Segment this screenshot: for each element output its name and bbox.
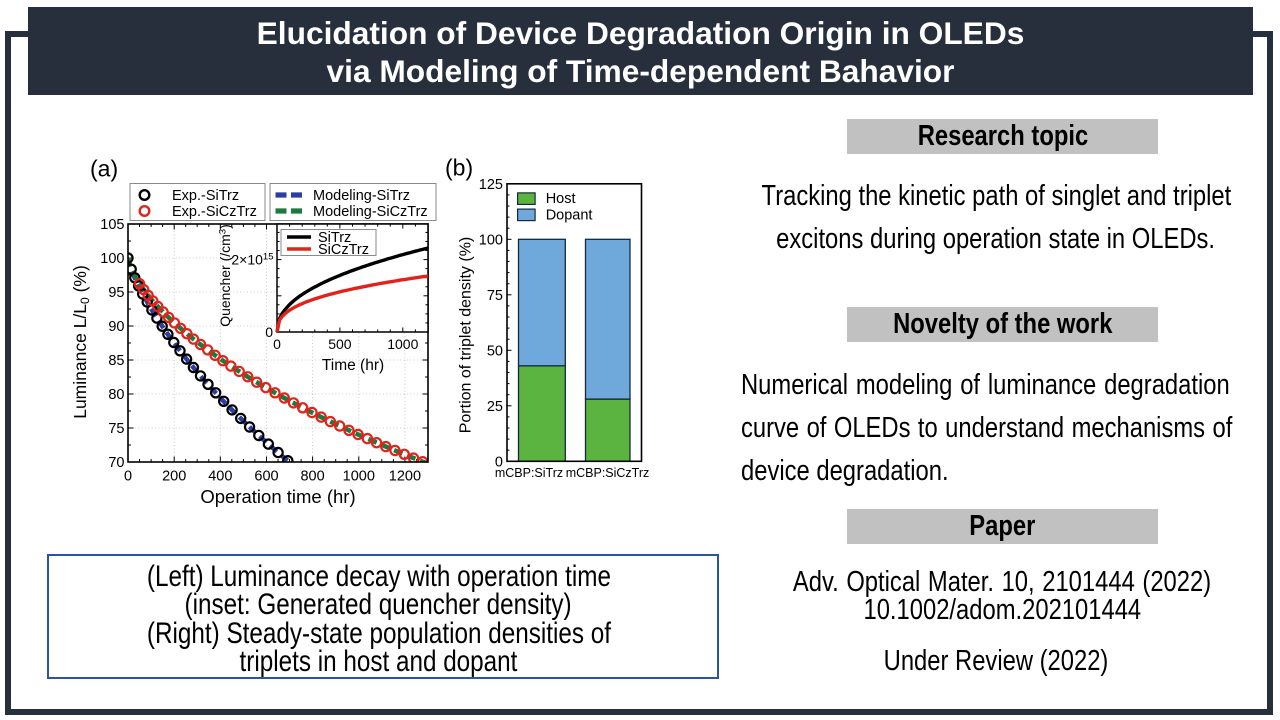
- svg-text:Modeling-SiCzTrz: Modeling-SiCzTrz: [313, 204, 428, 220]
- svg-text:SiTrz: SiTrz: [318, 230, 351, 246]
- svg-text:mCBP:SiTrz: mCBP:SiTrz: [495, 466, 563, 480]
- svg-text:2×1015: 2×1015: [231, 252, 273, 268]
- svg-text:105: 105: [100, 217, 124, 233]
- svg-text:Quencher (/cm3): Quencher (/cm3): [217, 224, 233, 327]
- svg-text:25: 25: [487, 399, 503, 415]
- svg-text:80: 80: [108, 387, 124, 403]
- svg-text:Dopant: Dopant: [546, 207, 593, 223]
- svg-text:SiCzTrz: SiCzTrz: [318, 242, 369, 258]
- svg-text:(a): (a): [90, 156, 118, 182]
- svg-text:75: 75: [487, 288, 503, 304]
- svg-text:400: 400: [208, 469, 232, 485]
- svg-text:Exp.-SiCzTrz: Exp.-SiCzTrz: [172, 204, 257, 220]
- svg-text:90: 90: [108, 319, 124, 335]
- svg-text:Operation time (hr): Operation time (hr): [200, 486, 355, 507]
- svg-text:200: 200: [162, 469, 186, 485]
- svg-text:600: 600: [254, 469, 278, 485]
- svg-text:Luminance L/L0 (%): Luminance L/L0 (%): [70, 265, 92, 419]
- svg-text:1000: 1000: [343, 469, 375, 485]
- svg-text:0: 0: [495, 454, 503, 470]
- svg-text:0: 0: [273, 336, 281, 352]
- svg-text:Portion of triplet density (%): Portion of triplet density (%): [458, 237, 475, 434]
- svg-text:Modeling-SiTrz: Modeling-SiTrz: [313, 188, 410, 204]
- svg-text:mCBP:SiCzTrz: mCBP:SiCzTrz: [566, 466, 650, 480]
- svg-text:500: 500: [328, 336, 352, 352]
- svg-text:800: 800: [300, 469, 324, 485]
- svg-text:100: 100: [100, 251, 124, 267]
- svg-text:100: 100: [479, 232, 503, 248]
- svg-text:Exp.-SiTrz: Exp.-SiTrz: [172, 188, 239, 204]
- svg-text:50: 50: [487, 343, 503, 359]
- svg-text:Host: Host: [546, 191, 576, 207]
- svg-text:95: 95: [108, 285, 124, 301]
- svg-text:75: 75: [108, 421, 124, 437]
- svg-text:1200: 1200: [389, 469, 421, 485]
- svg-text:0: 0: [265, 324, 273, 340]
- svg-text:1000: 1000: [387, 336, 418, 352]
- svg-text:Time (hr): Time (hr): [322, 357, 384, 374]
- svg-text:125: 125: [479, 177, 503, 193]
- svg-text:(b): (b): [445, 155, 473, 181]
- svg-text:70: 70: [108, 455, 124, 471]
- svg-text:0: 0: [124, 469, 132, 485]
- svg-text:85: 85: [108, 353, 124, 369]
